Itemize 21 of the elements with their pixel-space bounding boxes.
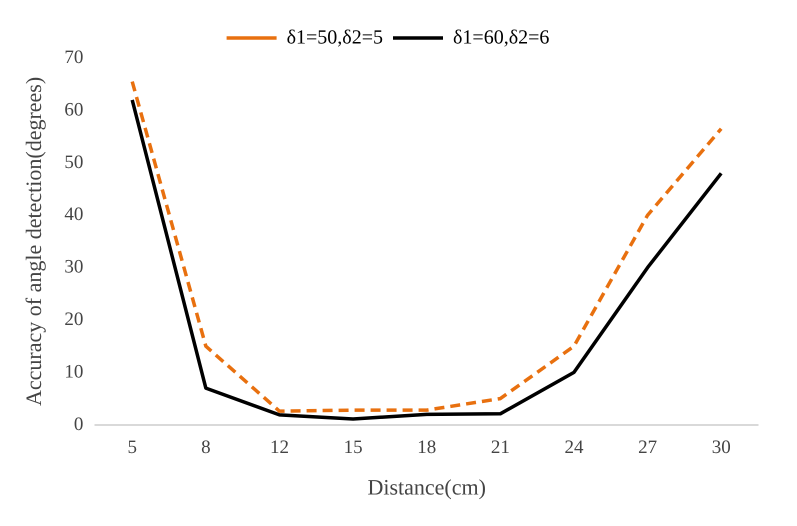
x-tick-label: 27 (638, 437, 658, 458)
x-tick-label: 30 (712, 437, 731, 458)
x-tick-label: 21 (490, 437, 510, 458)
y-tick-label: 50 (64, 152, 84, 173)
x-tick-label: 18 (417, 437, 436, 458)
y-tick-label: 40 (64, 204, 84, 226)
x-tick-label: 8 (201, 437, 211, 458)
y-tick-label: 70 (64, 46, 84, 68)
x-tick-label: 12 (270, 437, 289, 458)
y-tick-label: 10 (64, 361, 84, 382)
y-axis-title: Accuracy of angle detection(degrees) (20, 76, 46, 406)
y-tick-label: 20 (64, 308, 84, 330)
legend-label: δ1=50,δ2=5 (286, 26, 383, 48)
x-tick-label: 15 (344, 437, 363, 458)
y-tick-label: 30 (64, 256, 84, 278)
y-tick-label: 0 (74, 414, 84, 435)
x-axis-title: Distance(cm) (367, 474, 486, 500)
x-tick-label: 5 (127, 437, 137, 458)
x-tick-label: 24 (564, 437, 584, 458)
legend-label: δ1=60,δ2=6 (453, 26, 550, 48)
y-tick-label: 60 (64, 99, 84, 120)
